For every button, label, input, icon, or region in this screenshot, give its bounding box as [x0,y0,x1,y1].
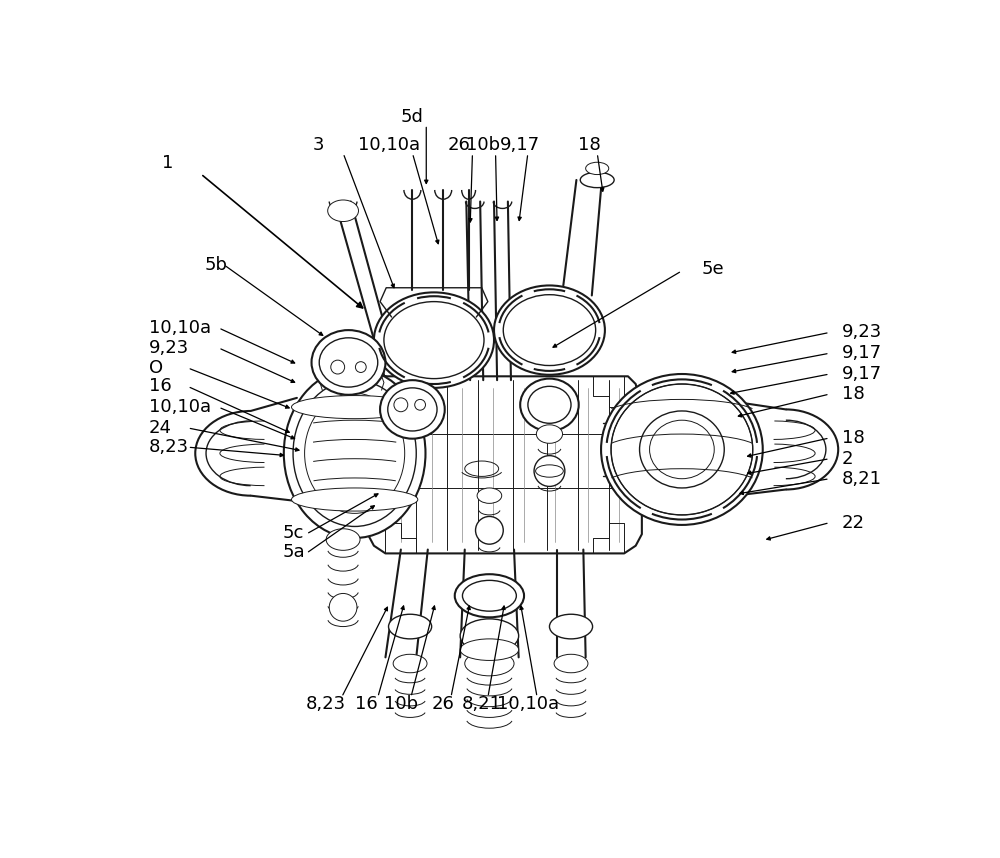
Ellipse shape [611,384,753,515]
Ellipse shape [650,420,714,479]
Ellipse shape [528,386,571,423]
Text: 9,17: 9,17 [842,344,882,362]
Ellipse shape [326,529,360,550]
Text: 10,10a: 10,10a [497,695,559,712]
Text: 8,21: 8,21 [462,695,502,712]
Text: 18: 18 [578,136,601,154]
Text: 10,10a: 10,10a [358,136,420,154]
Text: 9,17: 9,17 [842,365,882,383]
Ellipse shape [460,619,519,653]
Text: 16: 16 [149,378,172,396]
Circle shape [415,400,425,410]
Text: 8,23: 8,23 [149,438,189,456]
Ellipse shape [374,293,494,388]
Circle shape [534,456,565,486]
Ellipse shape [328,200,358,221]
Ellipse shape [640,411,724,488]
Ellipse shape [284,369,425,538]
Ellipse shape [292,488,418,511]
Text: 5a: 5a [283,543,306,561]
Ellipse shape [389,614,432,639]
Ellipse shape [554,655,588,673]
Text: 18: 18 [842,385,865,403]
Text: 3: 3 [313,136,324,154]
Text: 5b: 5b [205,256,228,274]
Text: 8,21: 8,21 [842,469,882,487]
Ellipse shape [520,378,579,431]
Circle shape [394,398,408,412]
Ellipse shape [384,302,484,378]
Text: 10,10a: 10,10a [149,319,211,337]
Text: 5d: 5d [401,108,424,126]
Ellipse shape [393,655,427,673]
Ellipse shape [329,594,357,621]
Ellipse shape [536,425,563,444]
Ellipse shape [292,396,418,419]
Ellipse shape [462,580,516,611]
Ellipse shape [460,639,519,661]
Ellipse shape [305,393,405,513]
Ellipse shape [380,380,445,438]
Text: 24: 24 [149,419,172,437]
Text: 5e: 5e [701,259,724,277]
Circle shape [476,517,503,544]
Ellipse shape [536,465,563,477]
Text: 1: 1 [162,154,173,172]
Ellipse shape [580,172,614,188]
Ellipse shape [455,574,524,617]
Ellipse shape [586,162,609,174]
Text: 5c: 5c [283,523,304,541]
Ellipse shape [549,614,593,639]
Text: 22: 22 [842,514,865,532]
Ellipse shape [601,374,763,525]
Text: 10,10a: 10,10a [149,398,211,416]
Text: 26: 26 [447,136,470,154]
Ellipse shape [503,294,596,366]
Text: O: O [149,359,163,377]
Ellipse shape [477,488,502,504]
Text: 8,23: 8,23 [306,695,346,712]
Circle shape [355,362,366,372]
Text: 10b: 10b [466,136,500,154]
Circle shape [331,360,345,374]
Ellipse shape [494,286,605,375]
Text: 26: 26 [432,695,455,712]
Text: 9,23: 9,23 [842,323,882,341]
Text: 9,23: 9,23 [149,339,189,357]
Ellipse shape [312,330,385,395]
Text: 9,17: 9,17 [500,136,540,154]
Ellipse shape [319,338,378,387]
Text: 2: 2 [842,450,854,468]
Text: 16: 16 [355,695,378,712]
Text: 10b: 10b [384,695,418,712]
Ellipse shape [388,388,437,431]
Ellipse shape [293,380,416,527]
Text: 18: 18 [842,429,865,447]
Ellipse shape [465,651,514,676]
